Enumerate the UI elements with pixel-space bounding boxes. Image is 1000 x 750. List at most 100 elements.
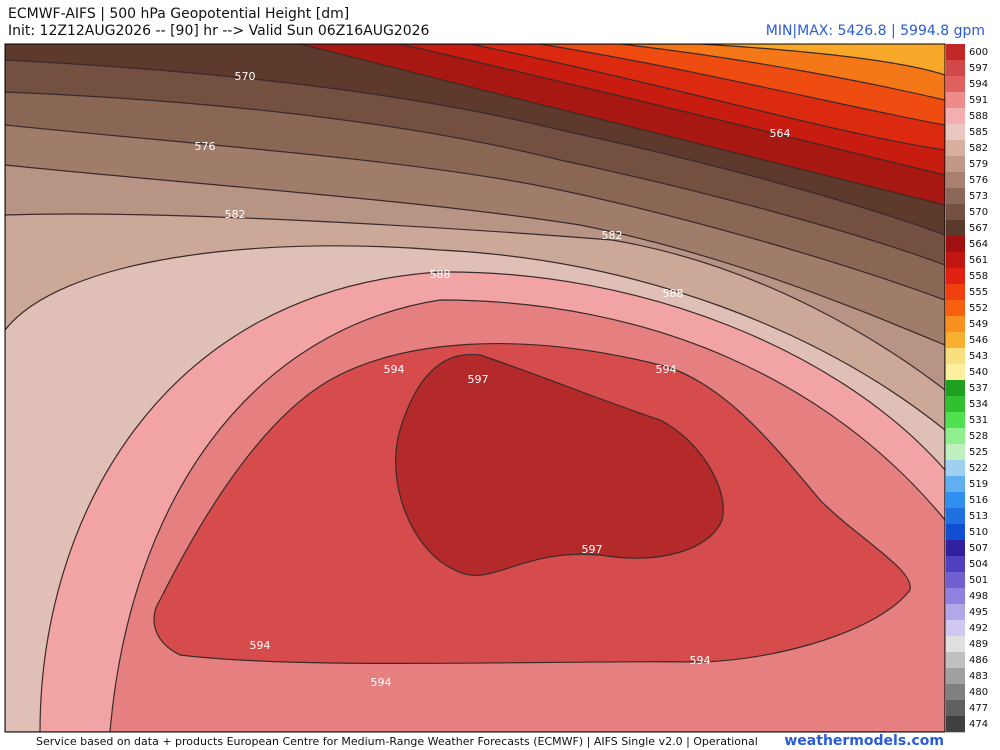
contour-labels: 570 576 582 582 588 588 594 597 594 597 594 594 594 5… <box>195 70 791 689</box>
colorbar-label: 552 <box>969 303 988 314</box>
colorbar-swatch <box>946 60 965 77</box>
colorbar-swatch <box>946 92 965 109</box>
footer-credit: Service based on data + products Europea… <box>36 735 758 748</box>
colorbar-label: 531 <box>969 415 988 426</box>
colorbar-swatch <box>946 124 965 141</box>
colorbar-swatch <box>946 540 965 557</box>
contour-label: 570 <box>235 70 256 83</box>
colorbar-label: 516 <box>969 495 988 506</box>
colorbar-swatch <box>946 668 965 685</box>
colorbar-label: 477 <box>969 703 988 714</box>
colorbar-label: 561 <box>969 255 988 266</box>
colorbar-label: 534 <box>969 399 988 410</box>
colorbar-swatch <box>946 172 965 189</box>
contour-label: 588 <box>663 287 684 300</box>
colorbar-label: 579 <box>969 159 988 170</box>
colorbar-swatch <box>946 204 965 221</box>
colorbar-swatch <box>946 284 965 301</box>
colorbar-swatch <box>946 444 965 461</box>
header-title: ECMWF-AIFS | 500 hPa Geopotential Height… <box>8 6 349 22</box>
colorbar-label: 591 <box>969 95 988 106</box>
colorbar-swatch <box>946 380 965 397</box>
colorbar-swatch <box>946 268 965 285</box>
colorbar-label: 558 <box>969 271 988 282</box>
colorbar-swatch <box>946 44 965 61</box>
colorbar-swatch <box>946 556 965 573</box>
colorbar-label: 519 <box>969 479 988 490</box>
colorbar-swatch <box>946 252 965 269</box>
colorbar-label: 486 <box>969 655 988 666</box>
colorbar-label: 501 <box>969 575 988 586</box>
colorbar-swatch <box>946 700 965 717</box>
colorbar-label: 564 <box>969 239 988 250</box>
min-max: MIN|MAX: 5426.8 | 5994.8 gpm <box>766 23 985 39</box>
colorbar-label: 597 <box>969 63 988 74</box>
colorbar-label: 594 <box>969 79 988 90</box>
colorbar-label: 495 <box>969 607 988 618</box>
contour-label: 576 <box>195 140 216 153</box>
colorbar-swatch <box>946 716 965 733</box>
colorbar-label: 570 <box>969 207 988 218</box>
colorbar-label: 588 <box>969 111 988 122</box>
colorbar-swatch <box>946 636 965 653</box>
colorbar-label: 528 <box>969 431 988 442</box>
colorbar-label: 567 <box>969 223 988 234</box>
colorbar-swatch <box>946 492 965 509</box>
colorbar-swatch <box>946 396 965 413</box>
contour-label: 594 <box>384 363 405 376</box>
colorbar-swatch <box>946 76 965 93</box>
colorbar-swatch <box>946 476 965 493</box>
colorbar-label: 522 <box>969 463 988 474</box>
contour-label: 597 <box>468 373 489 386</box>
colorbar-swatch <box>946 316 965 333</box>
contour-label: 594 <box>656 363 677 376</box>
footer-brand: weathermodels.com <box>784 733 944 749</box>
band <box>395 353 724 577</box>
colorbar-label: 543 <box>969 351 988 362</box>
colorbar-swatch <box>946 572 965 589</box>
contour-label: 588 <box>430 268 451 281</box>
contour-label: 594 <box>250 639 271 652</box>
colorbar-swatch <box>946 332 965 349</box>
colorbar-swatch <box>946 188 965 205</box>
header-init: Init: 12Z12AUG2026 -- [90] hr --> Valid … <box>8 23 430 39</box>
colorbar-label: 576 <box>969 175 988 186</box>
colorbar-label: 546 <box>969 335 988 346</box>
map-frame <box>4 43 946 733</box>
colorbar-swatch <box>946 300 965 317</box>
contour-label: 564 <box>770 127 791 140</box>
colorbar-label: 582 <box>969 143 988 154</box>
colorbar-label: 480 <box>969 687 988 698</box>
colorbar-label: 525 <box>969 447 988 458</box>
colorbar-swatch <box>946 428 965 445</box>
colorbar-label: 483 <box>969 671 988 682</box>
colorbar-swatch <box>946 684 965 701</box>
contour-label: 597 <box>582 543 603 556</box>
colorbar-swatch <box>946 412 965 429</box>
colorbar-label: 585 <box>969 127 988 138</box>
colorbar-label: 498 <box>969 591 988 602</box>
contour-label: 582 <box>602 229 623 242</box>
colorbar-swatch <box>946 588 965 605</box>
colorbar-label: 549 <box>969 319 988 330</box>
colorbar-label: 540 <box>969 367 988 378</box>
colorbar-swatch <box>946 220 965 237</box>
colorbar-label: 510 <box>969 527 988 538</box>
colorbar-swatch <box>946 348 965 365</box>
colorbar-label: 474 <box>969 719 988 730</box>
colorbar-swatch <box>946 236 965 253</box>
colorbar-swatch <box>946 524 965 541</box>
colorbar-label: 504 <box>969 559 988 570</box>
colorbar-swatch <box>946 652 965 669</box>
colorbar-label: 492 <box>969 623 988 634</box>
colorbar-swatch <box>946 140 965 157</box>
colorbar-label: 573 <box>969 191 988 202</box>
colorbar-label: 489 <box>969 639 988 650</box>
colorbar-swatch <box>946 364 965 381</box>
contour-label: 594 <box>690 654 711 667</box>
colorbar-label: 513 <box>969 511 988 522</box>
colorbar-swatch <box>946 108 965 125</box>
colorbar-label: 600 <box>969 47 988 58</box>
colorbar-label: 507 <box>969 543 988 554</box>
